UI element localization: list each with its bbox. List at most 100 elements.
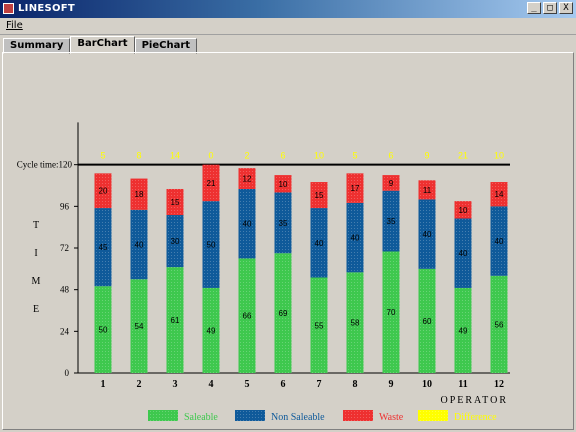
tab-summary[interactable]: Summary bbox=[3, 38, 71, 54]
difference-label: 14 bbox=[170, 151, 180, 161]
bar-segment-saleable bbox=[94, 286, 112, 373]
app-icon bbox=[3, 3, 14, 14]
bar-value-label: 11 bbox=[423, 186, 432, 195]
maximize-button[interactable]: □ bbox=[543, 2, 557, 14]
bar-value-label: 40 bbox=[351, 234, 360, 243]
bar-segment-non-saleable bbox=[490, 206, 508, 276]
difference-label: 10 bbox=[494, 151, 504, 161]
tab-barchart[interactable]: BarChart bbox=[70, 36, 135, 54]
bar-value-label: 15 bbox=[315, 191, 324, 200]
bar-value-label: 70 bbox=[387, 308, 396, 317]
bar-segment-saleable bbox=[274, 253, 292, 373]
difference-label: 0 bbox=[208, 151, 213, 161]
y-tick-label: 96 bbox=[60, 201, 70, 211]
bar-segment-waste bbox=[238, 168, 256, 189]
bar-value-label: 40 bbox=[459, 249, 468, 258]
bar-value-label: 18 bbox=[135, 190, 144, 199]
bar-value-label: 35 bbox=[279, 219, 288, 228]
difference-label: 6 bbox=[280, 151, 285, 161]
x-tick-label: 9 bbox=[389, 379, 394, 390]
y-tick-label: 48 bbox=[60, 285, 70, 295]
x-tick-label: 11 bbox=[458, 379, 467, 390]
difference-label: 6 bbox=[388, 151, 393, 161]
y-tick-label: 24 bbox=[60, 326, 70, 336]
bar-value-label: 35 bbox=[387, 217, 396, 226]
legend-swatch bbox=[148, 410, 178, 421]
y-axis-label-letter: E bbox=[33, 304, 39, 315]
bar-value-label: 20 bbox=[99, 187, 108, 196]
bar-value-label: 56 bbox=[495, 320, 504, 329]
minimize-button[interactable]: _ bbox=[527, 2, 541, 14]
bar-value-label: 15 bbox=[171, 198, 180, 207]
legend-swatch bbox=[235, 410, 265, 421]
bar-segment-saleable bbox=[490, 275, 508, 373]
legend-label: Waste bbox=[379, 412, 404, 423]
bar-value-label: 21 bbox=[207, 179, 216, 188]
x-tick-label: 12 bbox=[494, 379, 504, 390]
x-tick-label: 6 bbox=[281, 379, 286, 390]
bar-segment-non-saleable bbox=[346, 202, 364, 273]
bar-segment-waste bbox=[94, 173, 112, 209]
bar-segment-saleable bbox=[166, 267, 184, 373]
difference-label: 2 bbox=[244, 151, 249, 161]
bar-segment-waste bbox=[418, 180, 436, 200]
bar-value-label: 40 bbox=[315, 239, 324, 248]
x-tick-label: 5 bbox=[245, 379, 250, 390]
bar-value-label: 40 bbox=[243, 220, 252, 229]
bar-value-label: 61 bbox=[171, 316, 180, 325]
bar-segment-saleable bbox=[202, 287, 220, 373]
bar-segment-saleable bbox=[346, 272, 364, 373]
bar-value-label: 10 bbox=[279, 180, 288, 189]
window-title: LINESOFT bbox=[18, 3, 76, 14]
bar-value-label: 60 bbox=[423, 317, 432, 326]
bar-segment-saleable bbox=[418, 268, 436, 373]
bar-segment-waste bbox=[310, 182, 328, 209]
legend-label: Non Saleable bbox=[271, 412, 325, 423]
x-tick-label: 10 bbox=[422, 379, 432, 390]
bar-segment-saleable bbox=[238, 258, 256, 373]
bar-segment-saleable bbox=[130, 279, 148, 373]
bar-segment-waste bbox=[490, 182, 508, 207]
legend-label: Difference bbox=[454, 412, 497, 423]
bar-value-label: 30 bbox=[171, 237, 180, 246]
bar-segment-waste bbox=[202, 164, 220, 202]
difference-label: 5 bbox=[352, 151, 357, 161]
chart-panel bbox=[2, 52, 574, 430]
x-tick-label: 3 bbox=[173, 379, 178, 390]
cycle-time-label: Cycle time:120 bbox=[17, 160, 73, 170]
bar-segment-waste bbox=[382, 175, 400, 191]
bar-value-label: 40 bbox=[423, 230, 432, 239]
bar-value-label: 12 bbox=[243, 175, 252, 184]
y-axis-label-letter: I bbox=[34, 248, 37, 259]
bar-value-label: 55 bbox=[315, 321, 324, 330]
bar-value-label: 40 bbox=[135, 241, 144, 250]
bar-value-label: 17 bbox=[351, 184, 360, 193]
difference-label: 10 bbox=[314, 151, 324, 161]
y-axis-label-letter: M bbox=[32, 276, 41, 287]
x-tick-label: 4 bbox=[209, 379, 214, 390]
x-tick-label: 8 bbox=[353, 379, 358, 390]
menu-bar: File bbox=[0, 18, 576, 35]
menu-file[interactable]: File bbox=[6, 20, 23, 31]
bar-segment-saleable bbox=[310, 277, 328, 373]
y-tick-label: 72 bbox=[60, 243, 69, 253]
tab-piechart[interactable]: PieChart bbox=[134, 38, 198, 54]
bar-value-label: 50 bbox=[99, 326, 108, 335]
bar-segment-waste bbox=[454, 201, 472, 219]
bar-segment-non-saleable bbox=[274, 192, 292, 254]
bar-value-label: 66 bbox=[243, 312, 252, 321]
legend-label: Saleable bbox=[184, 412, 218, 423]
close-button[interactable]: X bbox=[559, 2, 573, 14]
bar-segment-non-saleable bbox=[382, 190, 400, 252]
bar-value-label: 58 bbox=[351, 319, 360, 328]
x-tick-label: 2 bbox=[137, 379, 142, 390]
bar-value-label: 40 bbox=[495, 237, 504, 246]
bar-segment-waste bbox=[274, 175, 292, 193]
bar-segment-waste bbox=[346, 173, 364, 203]
bar-segment-non-saleable bbox=[130, 209, 148, 280]
x-axis-label: OPERATOR bbox=[441, 395, 509, 406]
bar-segment-non-saleable bbox=[454, 218, 472, 288]
tab-strip: Summary BarChart PieChart bbox=[3, 36, 198, 54]
bar-value-label: 69 bbox=[279, 309, 288, 318]
